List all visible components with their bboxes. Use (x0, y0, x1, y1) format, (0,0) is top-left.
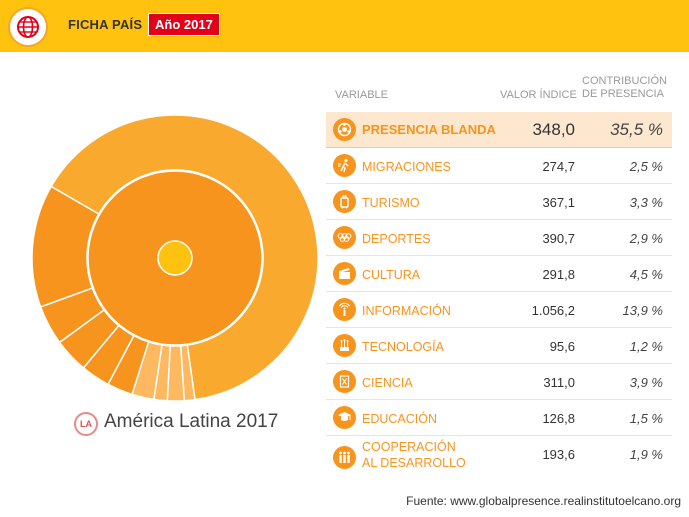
col-header-contribucion-line2: DE PRESENCIA (582, 88, 664, 100)
row-value: 348,0 (532, 120, 575, 139)
center-segment[interactable] (157, 240, 193, 276)
row-label: TECNOLOGÍA (362, 340, 444, 354)
science-icon (333, 370, 356, 393)
row-value: 95,6 (549, 339, 575, 354)
soft-presence-icon (333, 118, 356, 141)
row-contribution: 35,5 % (610, 120, 663, 139)
outer-segment-presencia-económica[interactable] (50, 114, 319, 401)
table-row-informacion[interactable]: INFORMACIÓN 1.056,2 13,9 % (326, 292, 672, 328)
row-contribution: 1,2 % (629, 339, 663, 354)
info-icon (333, 298, 356, 321)
row-label: PRESENCIA BLANDA (362, 122, 496, 137)
row-value: 274,7 (542, 159, 575, 174)
row-contribution: 13,9 % (622, 303, 663, 318)
row-value: 193,6 (542, 447, 575, 462)
col-header-contribucion: CONTRIBUCIÓN DE PRESENCIA (582, 75, 667, 101)
clapperboard-icon (333, 262, 356, 285)
row-label-line1: COOPERACIÓN (362, 440, 456, 454)
table-row-migraciones[interactable]: MIGRACIONES 274,7 2,5 % (326, 148, 672, 184)
row-label: COOPERACIÓN AL DESARROLLO (362, 439, 466, 471)
suitcase-icon (333, 190, 356, 213)
olympic-rings-icon (333, 226, 356, 249)
year-badge[interactable]: Año 2017 (148, 13, 220, 36)
migration-icon (333, 154, 356, 177)
cooperation-icon (333, 446, 356, 469)
row-label: DEPORTES (362, 232, 431, 246)
globe-logo-icon (8, 7, 48, 47)
outer-segment-información[interactable] (31, 185, 100, 308)
row-value: 126,8 (542, 411, 575, 426)
technology-icon (333, 334, 356, 357)
row-contribution: 3,3 % (629, 195, 663, 210)
row-contribution: 2,5 % (629, 159, 663, 174)
sunburst-chart (31, 114, 319, 402)
row-label: CIENCIA (362, 376, 413, 390)
row-contribution: 2,9 % (629, 231, 663, 246)
row-contribution: 1,5 % (629, 411, 663, 426)
row-contribution: 4,5 % (629, 267, 663, 282)
col-header-variable: VARIABLE (335, 89, 388, 101)
table-row-cultura[interactable]: CULTURA 291,8 4,5 % (326, 256, 672, 292)
table-row-ciencia[interactable]: CIENCIA 311,0 3,9 % (326, 364, 672, 400)
row-label: EDUCACIÓN (362, 412, 438, 426)
table-row-tecnologia[interactable]: TECNOLOGÍA 95,6 1,2 % (326, 328, 672, 364)
row-label-line2: AL DESARROLLO (362, 456, 466, 470)
row-label: CULTURA (362, 268, 421, 282)
top-bar: FICHA PAÍS Año 2017 (0, 0, 689, 52)
source-note: Fuente: www.globalpresence.realinstituto… (406, 494, 681, 508)
row-label: INFORMACIÓN (362, 304, 451, 318)
region-name: América Latina 2017 (104, 411, 279, 432)
row-value: 390,7 (542, 231, 575, 246)
row-contribution: 1,9 % (629, 447, 663, 462)
la-badge-icon: LA (74, 412, 98, 436)
row-label: MIGRACIONES (362, 160, 451, 174)
row-value: 311,0 (543, 375, 575, 390)
row-value: 367,1 (542, 195, 575, 210)
col-header-valor: VALOR ÍNDICE (500, 89, 577, 101)
table-row-turismo[interactable]: TURISMO 367,1 3,3 % (326, 184, 672, 220)
row-value: 291,8 (542, 267, 575, 282)
table-row-deportes[interactable]: DEPORTES 390,7 2,9 % (326, 220, 672, 256)
table-row-presencia-blanda[interactable]: PRESENCIA BLANDA 348,0 35,5 % (326, 112, 672, 148)
table-row-educacion[interactable]: EDUCACIÓN 126,8 1,5 % (326, 400, 672, 436)
row-label: TURISMO (362, 196, 420, 210)
page-title: FICHA PAÍS (68, 17, 143, 32)
graduation-cap-icon (333, 406, 356, 429)
table-row-cooperacion[interactable]: COOPERACIÓN AL DESARROLLO 193,6 1,9 % (326, 436, 672, 480)
row-value: 1.056,2 (531, 303, 575, 318)
row-contribution: 3,9 % (629, 375, 663, 390)
col-header-contribucion-line1: CONTRIBUCIÓN (582, 75, 667, 87)
